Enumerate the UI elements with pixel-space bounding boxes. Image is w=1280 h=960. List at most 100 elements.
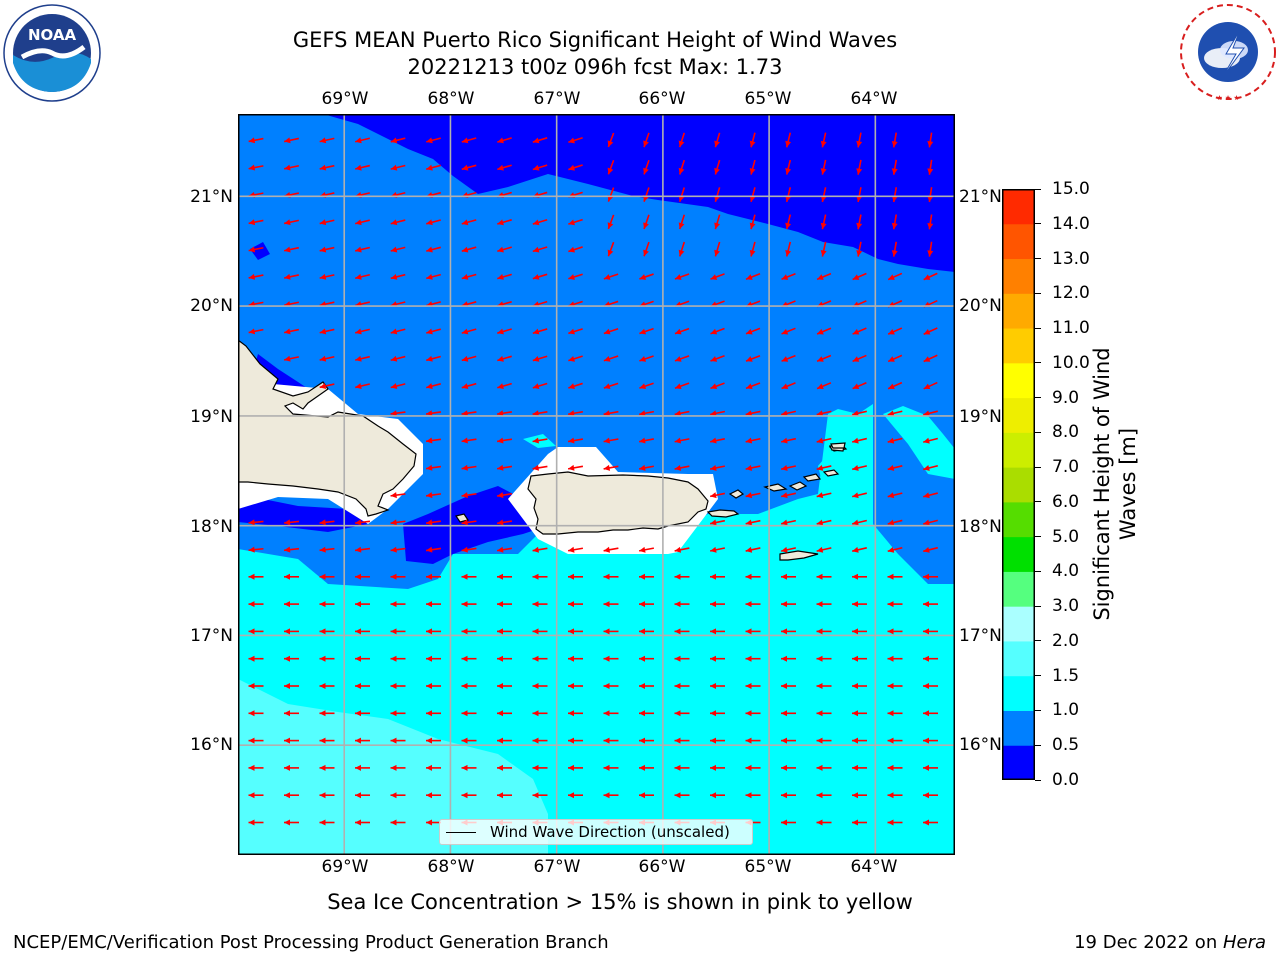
arrow-head — [852, 465, 859, 471]
lat-tick-right-19: 19°N — [959, 407, 1002, 427]
wave-direction-arrow — [425, 546, 442, 553]
wave-direction-arrow — [284, 819, 299, 826]
wave-direction-arrow — [355, 710, 370, 717]
arrow-head — [319, 219, 327, 226]
arrow-head — [674, 356, 682, 362]
wave-direction-arrow — [816, 655, 832, 662]
colorbar-tick-label: 6.0 — [1052, 491, 1080, 512]
wave-direction-arrow — [319, 601, 335, 608]
arrow-head — [923, 819, 929, 826]
wave-direction-arrow — [390, 792, 406, 799]
wave-direction-arrow — [461, 382, 477, 389]
wave-direction-arrow — [532, 218, 548, 226]
arrow-head — [426, 546, 433, 553]
wave-direction-arrow — [568, 655, 583, 662]
wave-direction-arrow — [497, 328, 512, 335]
colorbar-bin — [1002, 467, 1035, 503]
arrow-head — [639, 356, 647, 362]
arrow-head — [678, 167, 685, 175]
colorbar-bin — [1002, 432, 1035, 468]
colorbar-swatches — [1002, 189, 1035, 781]
arrow-head — [319, 737, 326, 744]
arrow-head — [248, 328, 256, 335]
wave-direction-arrow — [852, 710, 867, 717]
arrow-head — [710, 710, 716, 717]
arrow-head — [355, 573, 361, 580]
colorbar-tick-label: 4.0 — [1052, 561, 1080, 582]
arrow-head — [532, 164, 540, 171]
wave-direction-arrow — [891, 187, 898, 203]
arrow-head — [532, 546, 539, 553]
colorbar-bin — [1002, 710, 1035, 746]
arrow-head — [607, 222, 614, 229]
arrow-head — [888, 356, 895, 362]
wave-direction-arrow — [355, 164, 370, 171]
arrow-head — [426, 764, 432, 771]
arrow-head — [461, 601, 468, 608]
svg-text:★ ★ ★: ★ ★ ★ — [1216, 94, 1239, 102]
wave-direction-arrow — [607, 132, 615, 148]
wave-direction-arrow — [887, 410, 903, 417]
wave-direction-arrow — [887, 272, 903, 281]
wave-direction-arrow — [532, 683, 548, 689]
wave-direction-arrow — [816, 437, 832, 444]
wave-direction-arrow — [319, 164, 335, 171]
arrow-head — [781, 764, 787, 771]
wave-direction-arrow — [745, 464, 761, 471]
wave-direction-arrow — [887, 655, 903, 662]
arrow-head — [497, 737, 503, 744]
arrow-head — [749, 167, 756, 175]
wave-direction-arrow — [248, 710, 264, 717]
wave-direction-arrow — [497, 710, 512, 717]
arrow-head — [852, 328, 860, 335]
footer-machine: Hera — [1222, 932, 1266, 953]
arrow-head — [745, 410, 753, 417]
wave-direction-arrow — [497, 273, 512, 280]
wave-direction-arrow — [638, 546, 655, 553]
arrow-head — [816, 655, 823, 662]
wave-direction-arrow — [781, 464, 796, 471]
wave-direction-arrow — [319, 710, 335, 717]
lon-tick-top-67: 67°W — [533, 89, 581, 109]
arrow-head — [497, 519, 504, 526]
colorbar-label: Significant Height of Wind Waves [m] — [1090, 347, 1140, 621]
wave-direction-arrow — [852, 819, 867, 826]
colorbar-bin — [1002, 640, 1035, 677]
wave-direction-arrow — [319, 628, 335, 635]
arrow-head — [749, 222, 756, 230]
wave-direction-arrow — [355, 328, 370, 335]
arrow-head — [781, 601, 787, 608]
wave-direction-arrow — [461, 573, 477, 580]
wave-direction-arrow — [319, 792, 335, 799]
wave-direction-arrow — [461, 601, 477, 608]
arrow-head — [781, 410, 788, 417]
wave-direction-arrow — [710, 764, 725, 771]
arrow-head — [248, 710, 255, 717]
arrow-head — [816, 519, 824, 526]
arrow-head — [355, 546, 362, 553]
arrow-head — [568, 164, 575, 171]
wave-direction-arrow — [674, 601, 690, 608]
wave-direction-arrow — [532, 464, 548, 471]
arrow-head — [603, 683, 610, 689]
arrow-head — [923, 329, 931, 335]
wave-direction-arrow — [532, 437, 548, 444]
arrow-head — [497, 355, 504, 362]
arrow-head — [639, 792, 645, 799]
arrow-head — [568, 573, 574, 580]
wave-direction-arrow — [816, 492, 832, 499]
colorbar-tick-label: 2.0 — [1052, 630, 1080, 651]
wave-height-map — [237, 114, 955, 855]
arrow-head — [284, 546, 291, 553]
wave-direction-arrow — [745, 382, 761, 390]
arrow-head — [426, 519, 433, 526]
wave-direction-arrow — [283, 137, 300, 144]
arrow-head — [817, 274, 824, 280]
wave-direction-arrow — [639, 764, 654, 771]
arrow-head — [643, 249, 649, 257]
arrow-head — [390, 710, 397, 717]
arrow-head — [887, 546, 895, 553]
arrow-head — [745, 464, 753, 471]
arrow-head — [710, 683, 716, 689]
land-st-john — [788, 481, 808, 491]
